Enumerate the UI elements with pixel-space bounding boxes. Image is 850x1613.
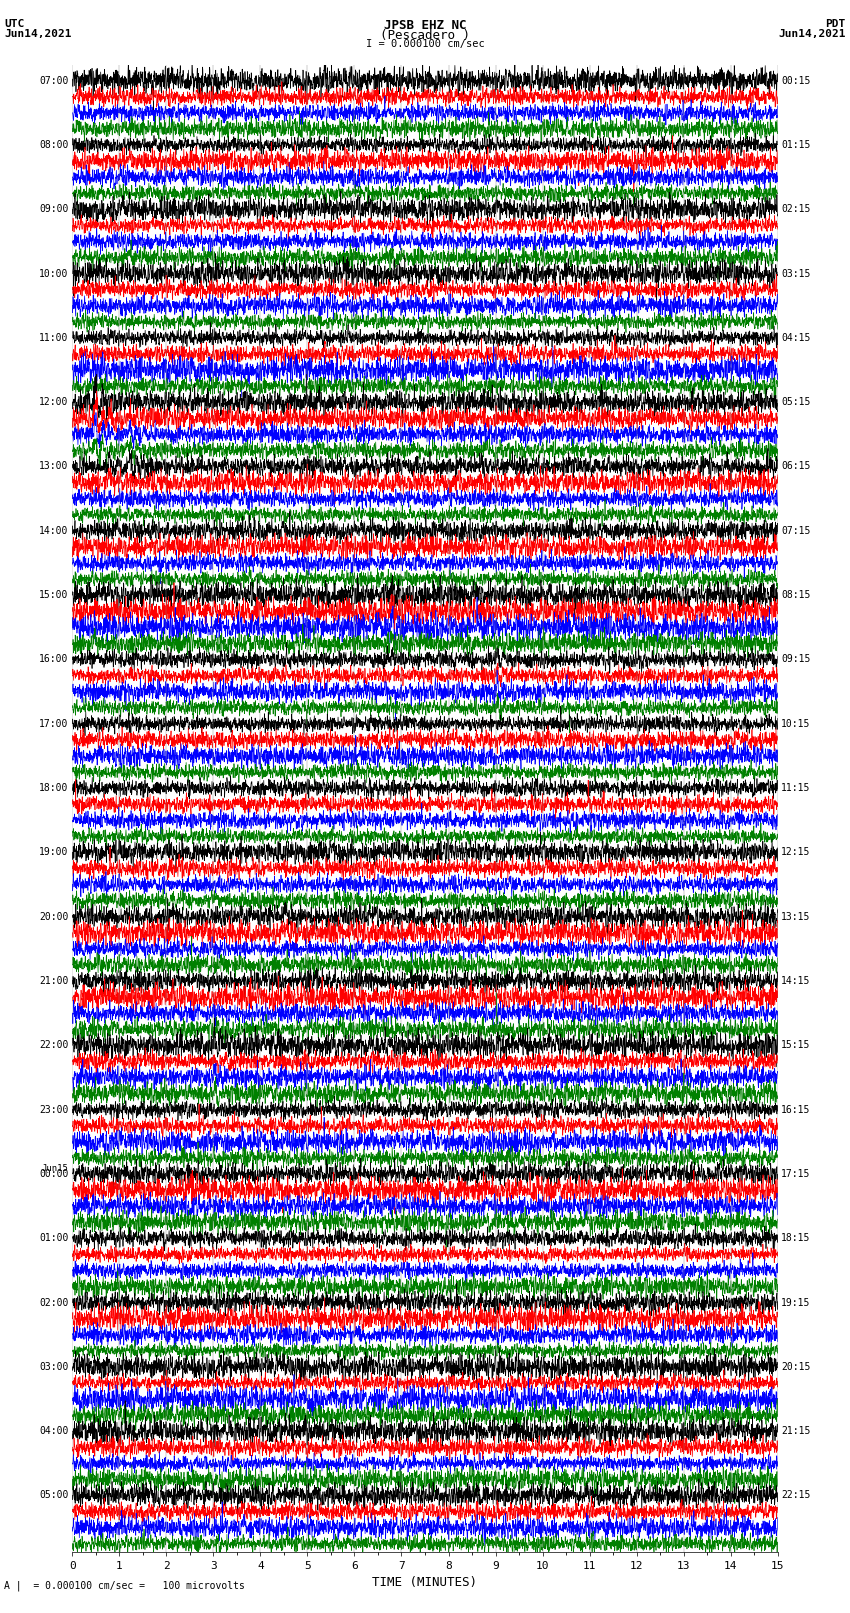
Text: PDT: PDT [825, 19, 846, 29]
Text: 21:15: 21:15 [781, 1426, 811, 1436]
Text: 00:15: 00:15 [781, 76, 811, 85]
Text: 11:15: 11:15 [781, 782, 811, 794]
Text: UTC: UTC [4, 19, 25, 29]
Text: 07:00: 07:00 [39, 76, 69, 85]
Text: 15:15: 15:15 [781, 1040, 811, 1050]
Text: 12:00: 12:00 [39, 397, 69, 406]
Text: 14:15: 14:15 [781, 976, 811, 986]
Text: 17:15: 17:15 [781, 1169, 811, 1179]
Text: 07:15: 07:15 [781, 526, 811, 536]
Text: 20:00: 20:00 [39, 911, 69, 921]
Text: 18:00: 18:00 [39, 782, 69, 794]
Text: 05:15: 05:15 [781, 397, 811, 406]
Text: 04:00: 04:00 [39, 1426, 69, 1436]
Text: (Pescadero ): (Pescadero ) [380, 29, 470, 42]
Text: 09:15: 09:15 [781, 655, 811, 665]
Text: 01:15: 01:15 [781, 140, 811, 150]
Text: 10:00: 10:00 [39, 268, 69, 279]
Text: 20:15: 20:15 [781, 1361, 811, 1371]
Text: 00:00: 00:00 [39, 1169, 69, 1179]
Text: 13:00: 13:00 [39, 461, 69, 471]
Text: 04:15: 04:15 [781, 332, 811, 344]
Text: 21:00: 21:00 [39, 976, 69, 986]
Text: 19:15: 19:15 [781, 1297, 811, 1308]
Text: 18:15: 18:15 [781, 1234, 811, 1244]
Text: 02:15: 02:15 [781, 205, 811, 215]
Text: 02:00: 02:00 [39, 1297, 69, 1308]
Text: 08:15: 08:15 [781, 590, 811, 600]
Text: 12:15: 12:15 [781, 847, 811, 858]
Text: 15:00: 15:00 [39, 590, 69, 600]
Text: I = 0.000100 cm/sec: I = 0.000100 cm/sec [366, 39, 484, 48]
Text: Jun14,2021: Jun14,2021 [779, 29, 846, 39]
Text: 14:00: 14:00 [39, 526, 69, 536]
Text: 08:00: 08:00 [39, 140, 69, 150]
Text: 16:00: 16:00 [39, 655, 69, 665]
Text: JPSB EHZ NC: JPSB EHZ NC [383, 19, 467, 32]
Text: 01:00: 01:00 [39, 1234, 69, 1244]
Text: A |  = 0.000100 cm/sec =   100 microvolts: A | = 0.000100 cm/sec = 100 microvolts [4, 1581, 245, 1592]
Text: 22:00: 22:00 [39, 1040, 69, 1050]
Text: 09:00: 09:00 [39, 205, 69, 215]
Text: 05:00: 05:00 [39, 1490, 69, 1500]
Text: 03:00: 03:00 [39, 1361, 69, 1371]
Text: 22:15: 22:15 [781, 1490, 811, 1500]
Text: 17:00: 17:00 [39, 719, 69, 729]
Text: 06:15: 06:15 [781, 461, 811, 471]
Text: 13:15: 13:15 [781, 911, 811, 921]
Text: 10:15: 10:15 [781, 719, 811, 729]
X-axis label: TIME (MINUTES): TIME (MINUTES) [372, 1576, 478, 1589]
Text: 19:00: 19:00 [39, 847, 69, 858]
Text: 11:00: 11:00 [39, 332, 69, 344]
Text: 03:15: 03:15 [781, 268, 811, 279]
Text: 23:00: 23:00 [39, 1105, 69, 1115]
Text: 16:15: 16:15 [781, 1105, 811, 1115]
Text: Jun15: Jun15 [42, 1163, 69, 1173]
Text: Jun14,2021: Jun14,2021 [4, 29, 71, 39]
